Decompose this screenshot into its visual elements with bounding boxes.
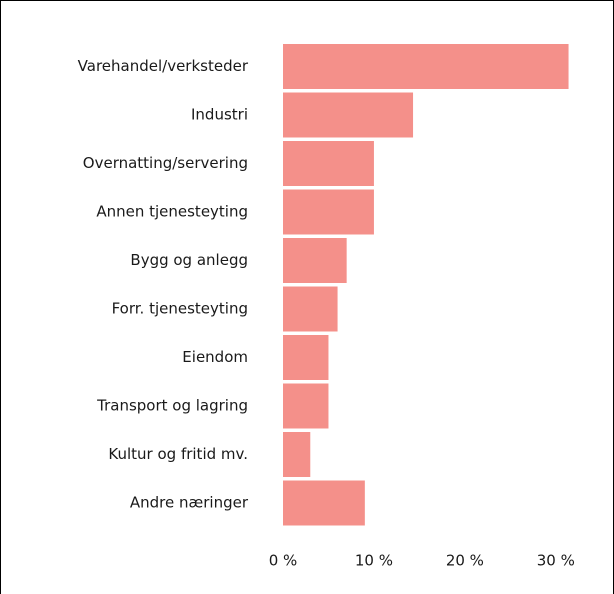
bar [283,286,338,332]
y-tick-label: Transport og lagring [96,397,248,415]
y-tick-label: Industri [191,106,248,124]
y-tick-label: Overnatting/servering [83,154,248,172]
y-tick-label: Annen tjenesteyting [96,203,248,221]
bar [283,383,329,429]
y-tick-label: Eiendom [182,348,248,366]
y-tick-label: Forr. tjenesteyting [112,300,248,318]
bar [283,238,347,283]
bar [283,480,365,526]
y-tick-label: Bygg og anlegg [130,251,248,269]
bar [283,92,414,138]
x-tick-label: 20 % [446,552,484,570]
y-tick-label: Andre næringer [130,494,249,512]
bar [283,432,311,477]
bar [283,44,569,89]
bar [283,335,329,380]
y-tick-label: Varehandel/verksteder [78,57,249,75]
bar [283,189,374,235]
x-tick-label: 10 % [355,552,393,570]
x-tick-label: 30 % [537,552,575,570]
y-tick-label: Kultur og fritid mv. [108,445,248,463]
x-tick-label: 0 % [269,552,298,570]
bar [283,141,374,186]
